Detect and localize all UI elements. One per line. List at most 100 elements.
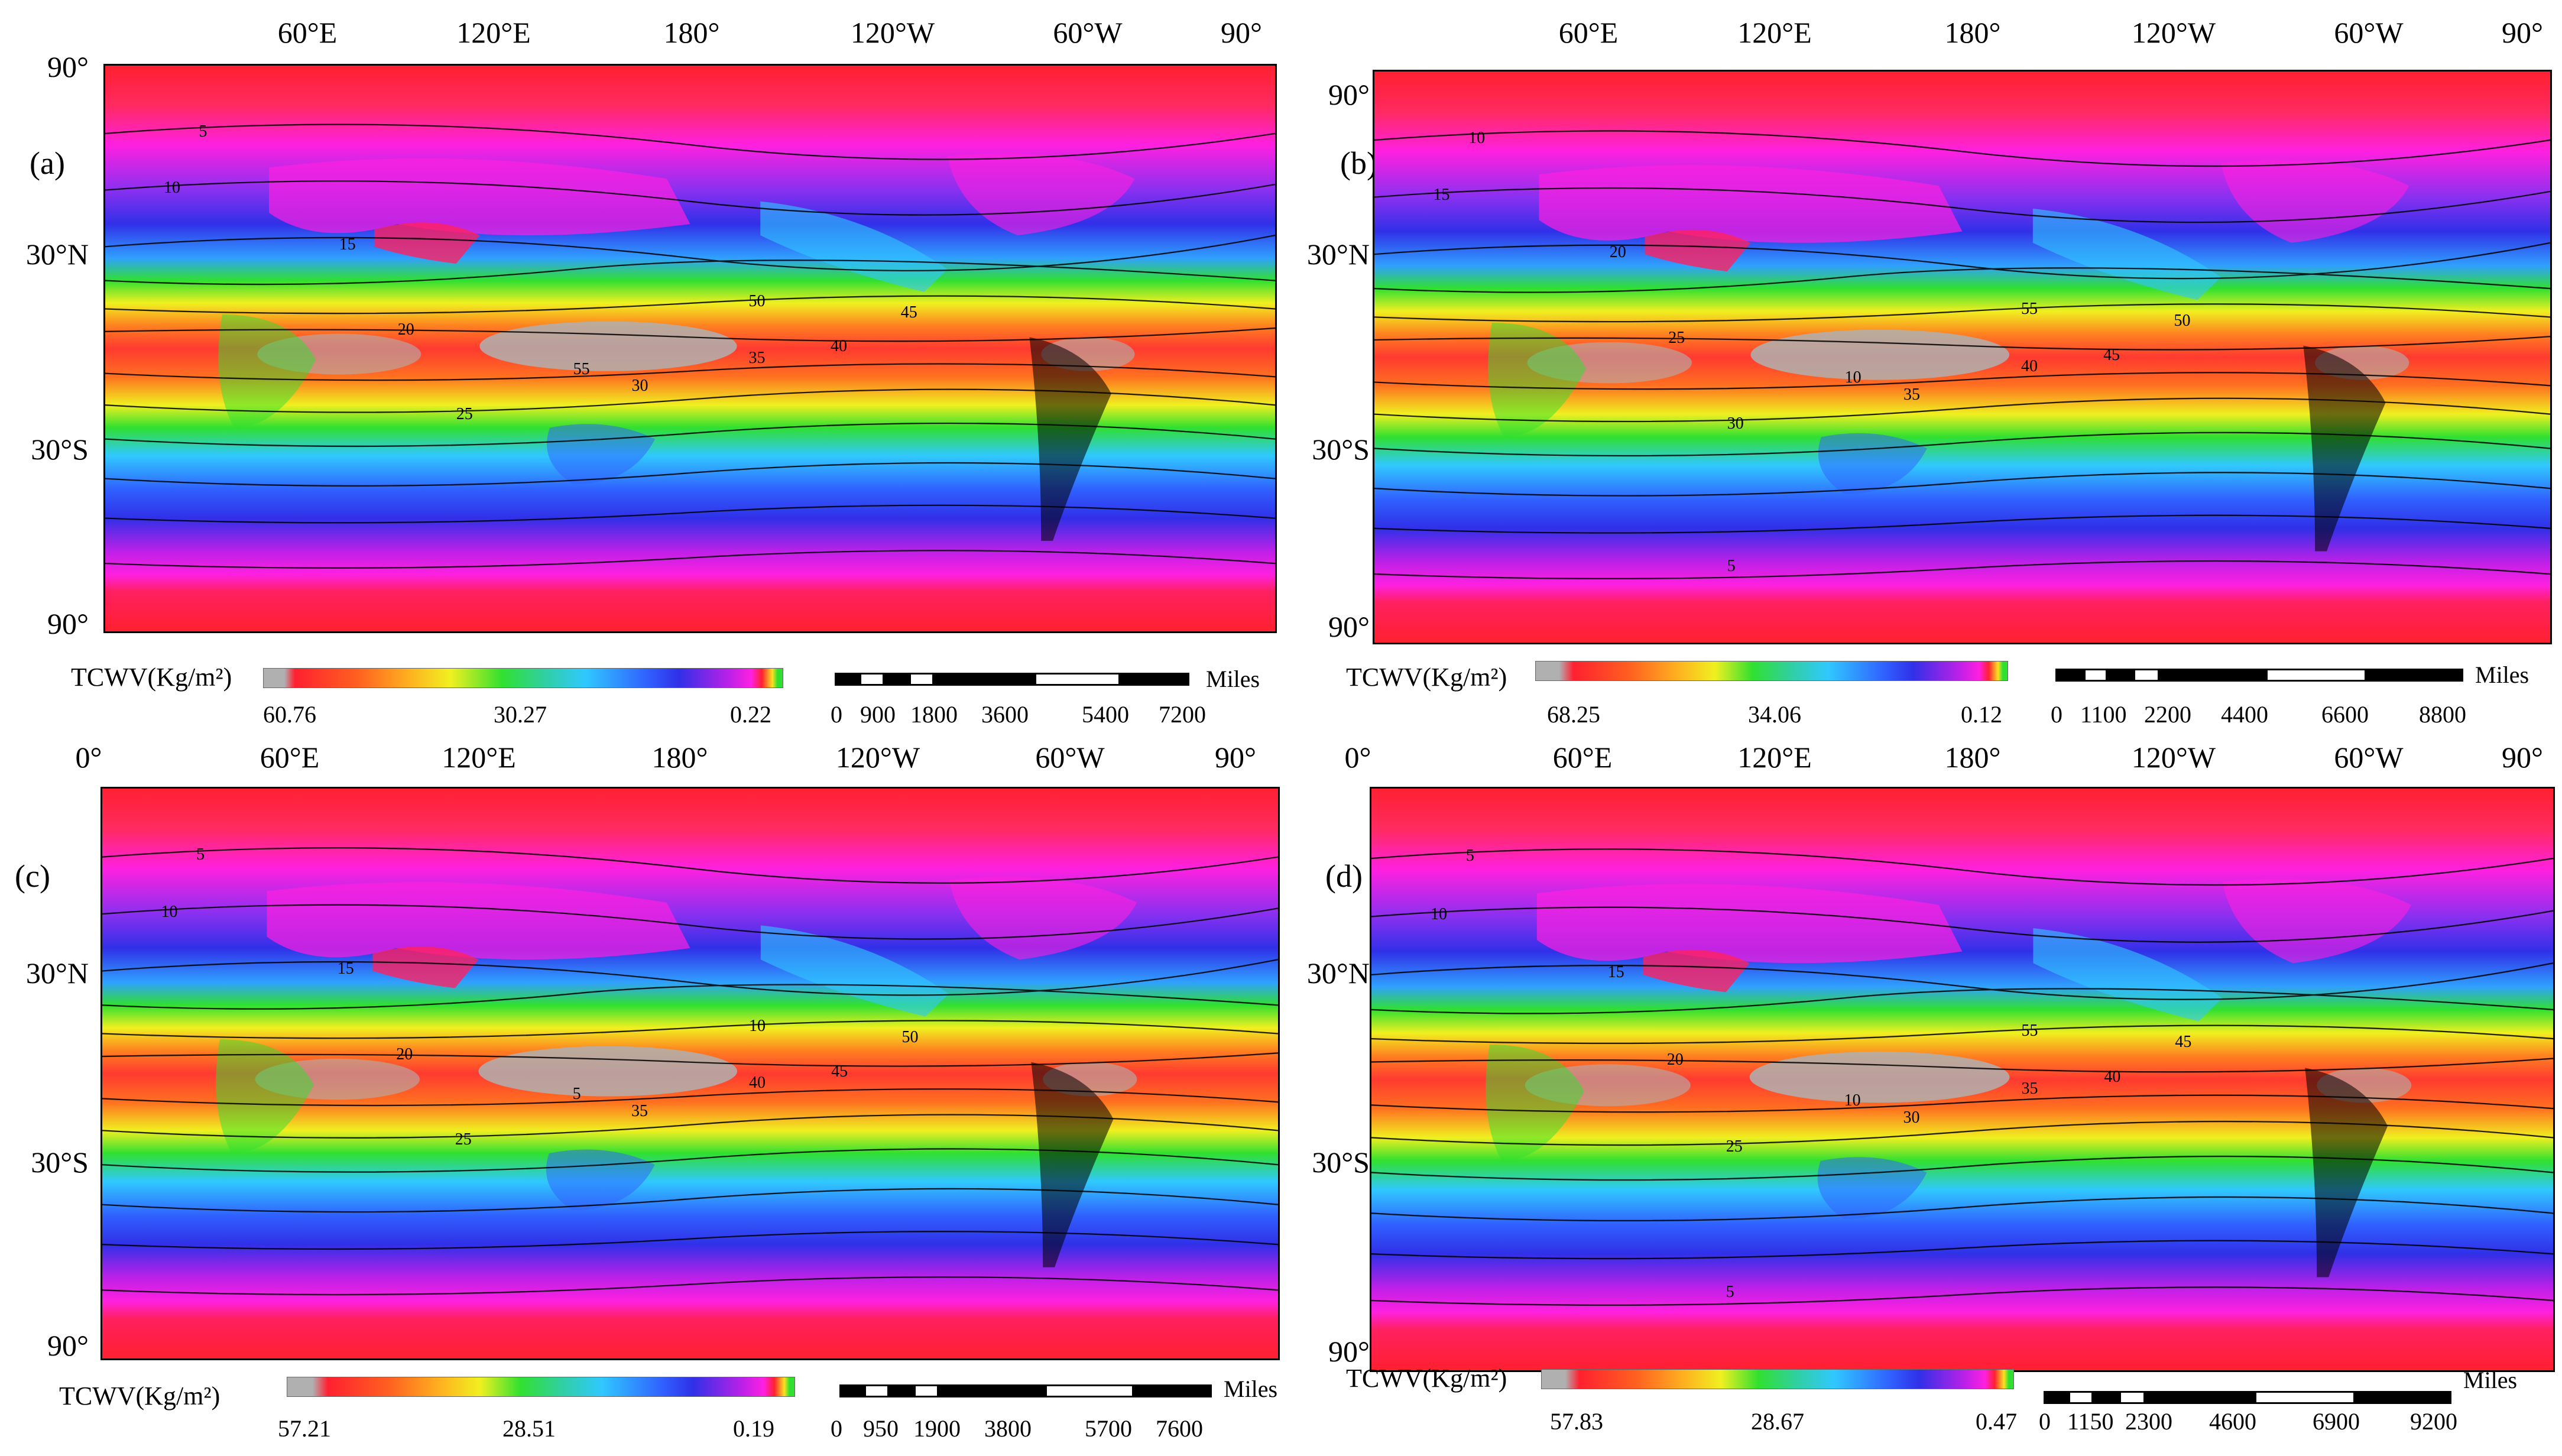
lon-label: 180°	[1944, 741, 2001, 774]
scalebar	[839, 1384, 1212, 1397]
colorbar	[263, 668, 783, 688]
lon-label: 120°E	[1737, 16, 1812, 49]
colorbar-max: 57.83	[1550, 1408, 1603, 1435]
colorbar-mid: 30.27	[494, 701, 547, 728]
lon-label: 60°E	[1558, 16, 1619, 49]
scalebar-tick: 4400	[2221, 701, 2268, 728]
colorbar-title: TCWV(Kg/m²)	[1346, 1364, 1507, 1393]
scalebar-tick: 8800	[2419, 701, 2466, 728]
contour-label: 25	[1726, 1137, 1743, 1156]
tcwv-map: 5 10 15 20 25 35 40 45 50 10 5	[100, 787, 1280, 1360]
lon-label: 60°W	[2334, 741, 2404, 774]
tcwv-map: 5 10 15 20 25 30 35 40 45 50 55	[103, 64, 1277, 633]
colorbar-title: TCWV(Kg/m²)	[71, 663, 232, 692]
lon-label: 60°E	[260, 741, 320, 774]
contour-label: 40	[2104, 1068, 2121, 1087]
lon-label: 120°W	[2131, 16, 2216, 49]
panel-letter: (c)	[15, 858, 50, 894]
lon-label: 120°E	[1737, 741, 1812, 774]
tcwv-map: 5 10 15 20 25 30 35 40 45 55 10 5	[1370, 787, 2555, 1372]
contour-label: 5	[196, 845, 205, 864]
contour-label: 25	[1668, 328, 1685, 347]
scalebar-unit: Miles	[1206, 666, 1260, 692]
contour-label: 45	[831, 1062, 848, 1081]
contour-label: 10	[1844, 1091, 1861, 1110]
scalebar-unit: Miles	[2463, 1367, 2518, 1393]
lon-label: 0°	[75, 741, 102, 774]
contour-label: 20	[1666, 1050, 1684, 1069]
lat-label: 30°S	[31, 433, 89, 466]
scalebar-tick: 6600	[2321, 701, 2369, 728]
panel-a: 60°E 120°E 180° 120°W 60°W 90° 90° 30°N …	[0, 0, 1281, 728]
contour-label: 45	[2175, 1033, 2192, 1052]
contour-label: 55	[573, 359, 590, 378]
lat-label: 90°	[1328, 610, 1370, 643]
contour-label: 35	[631, 1102, 648, 1121]
contour-label: 25	[456, 405, 473, 424]
lat-label: 30°N	[1306, 238, 1370, 271]
contour-label: 20	[396, 1045, 413, 1063]
contour-label: 10	[163, 179, 180, 197]
contour-label: 45	[900, 303, 917, 322]
contour-label: 20	[1609, 242, 1626, 261]
colorbar	[1535, 661, 2008, 681]
lon-label: 60°W	[1053, 16, 1123, 49]
colorbar-title: TCWV(Kg/m²)	[1346, 663, 1507, 692]
lat-label: 30°S	[31, 1146, 89, 1179]
scalebar-tick: 2300	[2125, 1408, 2172, 1435]
contour-label: 30	[1727, 414, 1744, 433]
lat-label: 90°	[1328, 78, 1370, 111]
panel-letter: (b)	[1340, 145, 1377, 181]
colorbar-mid: 28.51	[502, 1415, 556, 1442]
contour-label: 35	[1903, 385, 1921, 404]
scalebar	[2055, 669, 2463, 682]
lon-label: 60°E	[277, 16, 338, 49]
scalebar-unit: Miles	[1224, 1376, 1278, 1402]
contour-label: 5	[1465, 847, 1474, 865]
colorbar-title: TCWV(Kg/m²)	[59, 1382, 220, 1410]
contour-label: 35	[2021, 1079, 2038, 1098]
lon-label: 180°	[651, 741, 708, 774]
lon-label: 120°W	[2131, 741, 2216, 774]
lat-label: 30°N	[1306, 956, 1370, 990]
scalebar-tick: 2200	[2144, 701, 2191, 728]
contour-label: 15	[1607, 963, 1624, 982]
colorbar	[287, 1377, 795, 1397]
lat-label: 90°	[47, 607, 89, 640]
scalebar-tick: 1900	[913, 1415, 961, 1442]
colorbar-min: 0.19	[733, 1415, 774, 1442]
scalebar-tick: 5400	[1082, 701, 1129, 728]
contour-label: 40	[2021, 357, 2038, 375]
scalebar-tick: 0	[2051, 701, 2062, 728]
scalebar-tick: 9200	[2410, 1408, 2457, 1435]
tcwv-map: 10 15 20 25 30 35 40 45 50 55 10 5	[1373, 70, 2552, 644]
colorbar-max: 68.25	[1547, 701, 1600, 728]
lon-label: 60°W	[2334, 16, 2404, 49]
contour-label: 35	[748, 348, 766, 367]
lat-label: 30°S	[1312, 1146, 1370, 1179]
contour-label: 10	[748, 1016, 766, 1035]
scalebar-tick: 950	[863, 1415, 899, 1442]
contour-label: 10	[1844, 368, 1861, 387]
scalebar-tick: 4600	[2209, 1408, 2256, 1435]
contour-label: 5	[1726, 1283, 1734, 1302]
lat-label: 30°S	[1312, 433, 1370, 466]
scalebar-tick: 1800	[910, 701, 958, 728]
contour-label: 40	[748, 1074, 766, 1092]
lat-label: 30°N	[25, 238, 89, 271]
map-image	[105, 66, 1275, 631]
colorbar-max: 57.21	[278, 1415, 331, 1442]
map-image	[102, 789, 1278, 1358]
contour-label: 10	[161, 902, 178, 921]
contour-label: 20	[397, 320, 414, 339]
scalebar-unit: Miles	[2475, 661, 2529, 688]
contour-label: 30	[1903, 1108, 1920, 1127]
scalebar-tick: 3800	[984, 1415, 1032, 1442]
colorbar-mid: 28.67	[1751, 1408, 1804, 1435]
colorbar-max: 60.76	[263, 701, 316, 728]
contour-label: 15	[337, 959, 354, 978]
contour-label: 55	[2021, 1021, 2038, 1040]
colorbar-min: 0.22	[730, 701, 771, 728]
lon-label: 180°	[1944, 16, 2001, 49]
contour-label: 30	[631, 377, 648, 395]
